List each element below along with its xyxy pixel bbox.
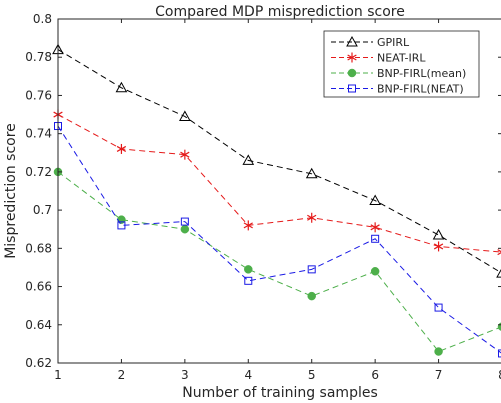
y-tick-label: 0.7 bbox=[33, 203, 52, 217]
legend-marker bbox=[346, 35, 358, 47]
legend-label: NEAT-IRL bbox=[377, 52, 426, 65]
series-line bbox=[57, 171, 501, 353]
x-axis-title: Number of training samples bbox=[182, 385, 378, 401]
data-point bbox=[180, 224, 190, 234]
y-axis-title: Misprediction score bbox=[3, 123, 19, 259]
legend-marker bbox=[347, 68, 357, 78]
series-line bbox=[57, 114, 501, 253]
data-point bbox=[305, 167, 318, 179]
data-point bbox=[116, 143, 127, 154]
legend-entry: BNP-FIRL(mean) bbox=[331, 67, 466, 80]
series-gpirl bbox=[52, 43, 501, 278]
legend-label: GPIRL bbox=[377, 36, 410, 49]
data-point bbox=[117, 215, 126, 224]
y-tick-label: 0.8 bbox=[33, 12, 52, 26]
series-line bbox=[57, 49, 501, 274]
legend-entry: NEAT-IRL bbox=[331, 52, 426, 65]
y-tick-label: 0.72 bbox=[25, 165, 52, 179]
data-point bbox=[497, 249, 501, 256]
x-tick-label: 2 bbox=[118, 368, 126, 382]
x-tick-label: 5 bbox=[308, 368, 316, 382]
legend-entry: BNP-FIRL(NEAT) bbox=[331, 83, 464, 96]
y-tick-label: 0.74 bbox=[25, 127, 52, 141]
data-point bbox=[180, 217, 189, 226]
y-tick-label: 0.68 bbox=[25, 241, 52, 255]
legend: GPIRL NEAT-IRL BNP-FIRL(mean) BNP-FIRL(NEAT… bbox=[323, 30, 480, 98]
data-point bbox=[307, 265, 316, 274]
data-point bbox=[432, 228, 445, 240]
series-bnp-firl-neat bbox=[54, 122, 501, 358]
x-tick-label: 1 bbox=[54, 368, 62, 382]
x-tick-label: 3 bbox=[181, 368, 189, 382]
data-point bbox=[370, 222, 380, 233]
data-point bbox=[244, 265, 253, 274]
x-tick-label: 4 bbox=[244, 368, 252, 382]
data-point bbox=[242, 154, 255, 165]
data-point bbox=[434, 347, 443, 356]
x-tick-label: 6 bbox=[371, 368, 379, 382]
data-point bbox=[496, 268, 501, 278]
data-point bbox=[433, 241, 444, 252]
data-point bbox=[243, 220, 253, 231]
x-tick-label: 8 bbox=[498, 368, 501, 382]
data-point bbox=[180, 149, 190, 160]
data-point bbox=[371, 234, 380, 243]
y-tick-label: 0.62 bbox=[25, 356, 52, 370]
legend-entry: GPIRL bbox=[331, 35, 410, 49]
data-point bbox=[498, 349, 501, 358]
y-tick-label: 0.76 bbox=[25, 88, 52, 102]
data-point bbox=[307, 291, 316, 301]
data-point bbox=[115, 81, 128, 93]
data-point bbox=[307, 212, 317, 223]
x-tick-label: 7 bbox=[435, 368, 443, 382]
legend-label: BNP-FIRL(NEAT) bbox=[377, 83, 464, 96]
data-point bbox=[179, 110, 191, 121]
plot-frame bbox=[57, 18, 501, 364]
y-tick-label: 0.64 bbox=[25, 318, 52, 332]
data-point bbox=[370, 267, 380, 276]
series-line bbox=[57, 125, 501, 354]
legend-label: BNP-FIRL(mean) bbox=[377, 67, 466, 80]
y-tick-label: 0.66 bbox=[25, 280, 52, 294]
series-neat-irl bbox=[53, 109, 501, 256]
data-point bbox=[434, 303, 443, 312]
y-tick-label: 0.78 bbox=[25, 50, 52, 64]
data-point bbox=[369, 194, 381, 206]
chart-title: Compared MDP misprediction score bbox=[155, 4, 405, 20]
legend-marker bbox=[348, 84, 356, 93]
series-bnp-firl-mean bbox=[53, 167, 501, 356]
data-point bbox=[244, 276, 253, 285]
data-point bbox=[117, 221, 126, 230]
legend-marker bbox=[347, 52, 357, 63]
